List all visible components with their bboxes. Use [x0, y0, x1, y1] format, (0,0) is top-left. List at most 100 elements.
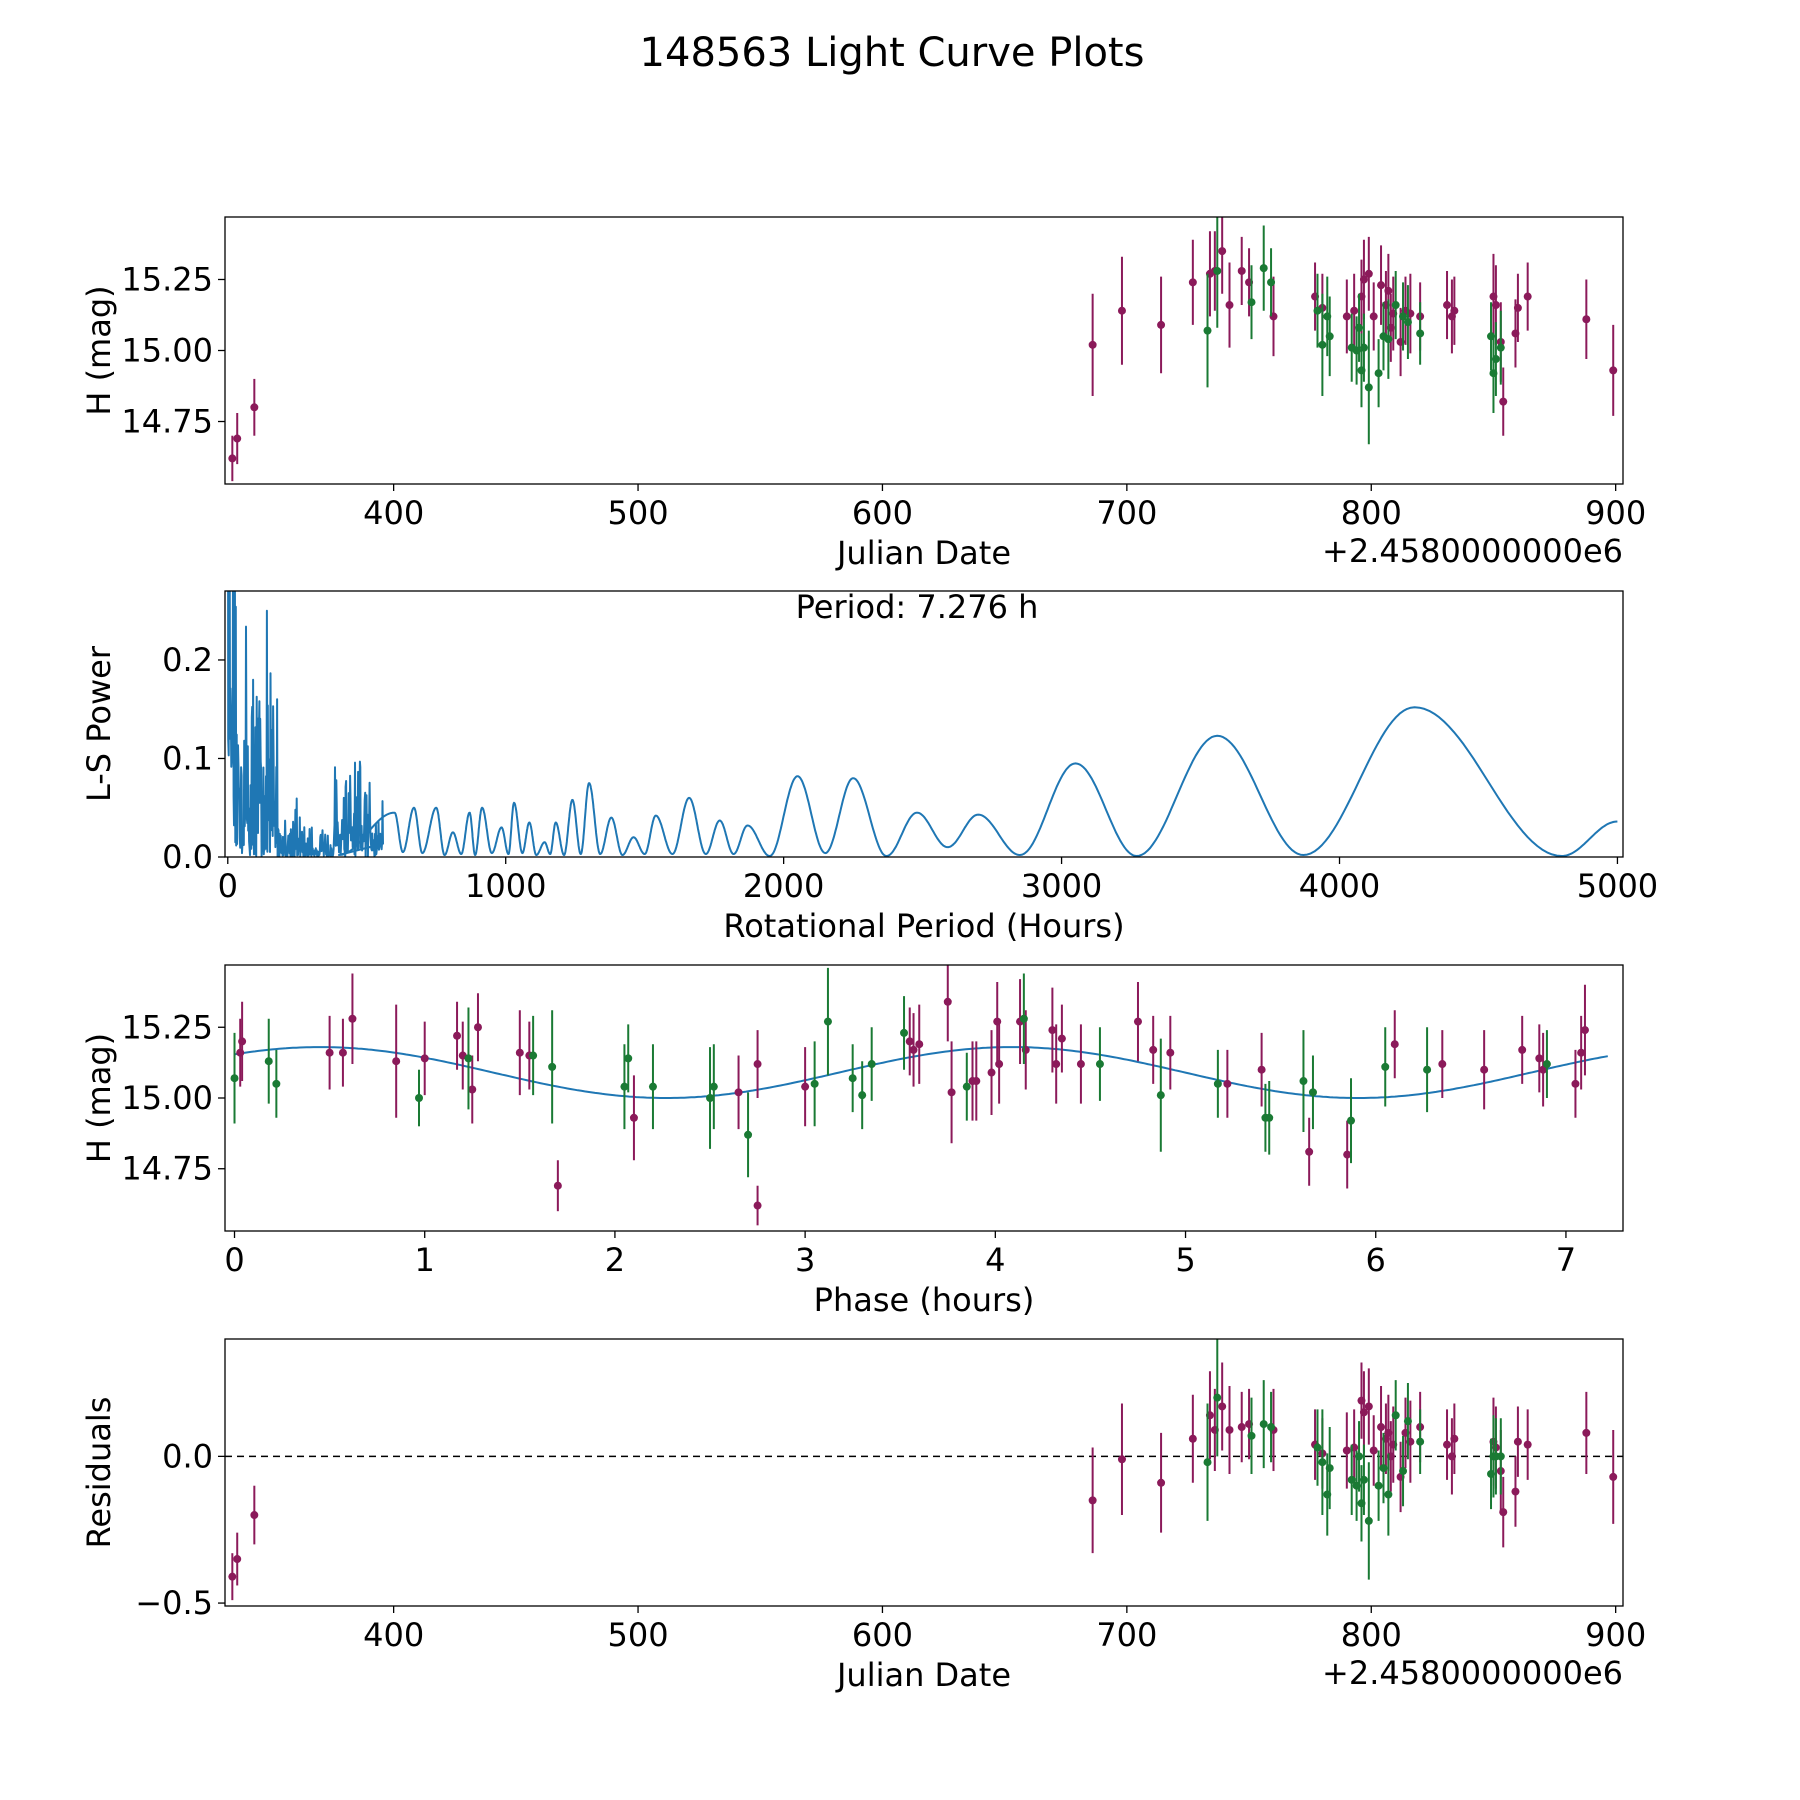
data-point [823, 1017, 832, 1026]
data-point [753, 1201, 762, 1210]
data-point [993, 1017, 1002, 1026]
data-point [995, 1060, 1004, 1069]
data-point [1438, 1060, 1447, 1069]
data-point [858, 1091, 867, 1100]
y-tick-label: 15.00 [121, 1079, 213, 1117]
plot-area [225, 1339, 1623, 1601]
axes-frame [224, 1338, 1624, 1607]
x-tick-label: 0 [224, 1241, 244, 1279]
axes-frame [224, 964, 1624, 1232]
data-point [250, 1511, 259, 1520]
data-point [1571, 1079, 1580, 1088]
data-point [473, 1023, 482, 1032]
axes-frame [224, 590, 1624, 858]
data-point [1518, 1045, 1527, 1054]
series-purple [228, 1362, 1618, 1601]
data-point [464, 1054, 473, 1063]
data-point [753, 1060, 762, 1069]
x-axis-label: Rotational Period (Hours) [723, 907, 1124, 945]
data-point [1491, 355, 1500, 364]
data-point [1313, 1443, 1322, 1452]
x-tick-label: 0 [218, 867, 238, 905]
series-green [1203, 1339, 1505, 1580]
data-point [1259, 1420, 1268, 1429]
ls-power-line [227, 591, 1618, 857]
data-point [1403, 1417, 1412, 1426]
y-tick-label: 14.75 [121, 403, 213, 441]
data-point [1213, 1079, 1222, 1088]
y-axis-label: H (mag) [80, 285, 118, 415]
data-point [987, 1068, 996, 1077]
x-tick-label: 2000 [743, 867, 824, 905]
y-tick-label: 15.00 [121, 332, 213, 370]
series-green [1203, 217, 1505, 445]
y-axis-label: H (mag) [80, 1033, 118, 1163]
data-point [1203, 1458, 1212, 1467]
data-point [1157, 1478, 1166, 1487]
data-point [1391, 301, 1400, 310]
data-point [264, 1057, 273, 1066]
data-point [1609, 1472, 1618, 1481]
x-tick-label: 600 [852, 1616, 913, 1654]
data-point [1523, 292, 1532, 301]
data-point [1057, 1034, 1066, 1043]
x-tick-label: 7 [1556, 1241, 1576, 1279]
series-purple [236, 965, 1589, 1226]
data-point [250, 403, 259, 412]
data-point [1117, 306, 1126, 315]
data-point [1496, 1452, 1505, 1461]
data-point [453, 1031, 462, 1040]
data-point [848, 1074, 857, 1083]
data-point [1499, 397, 1508, 406]
data-point [1305, 1147, 1314, 1156]
y-tick-label: 0.2 [162, 641, 213, 679]
y-tick-label: 0.1 [162, 739, 213, 777]
data-point [233, 1555, 242, 1564]
data-point [468, 1085, 477, 1094]
data-point [624, 1054, 633, 1063]
data-point [900, 1028, 909, 1037]
data-point [1265, 1113, 1274, 1122]
y-axis-label: Residuals [80, 1397, 118, 1549]
data-point [1390, 1040, 1399, 1049]
data-point [1364, 269, 1373, 278]
data-point [1052, 1060, 1061, 1069]
x-tick-label: 900 [1585, 494, 1646, 532]
data-point [1117, 1455, 1126, 1464]
x-tick-label: 5 [1175, 1241, 1195, 1279]
data-point [1369, 312, 1378, 321]
data-point [1133, 1017, 1142, 1026]
data-point [553, 1181, 562, 1190]
data-point [1513, 1437, 1522, 1446]
data-point [972, 1077, 981, 1086]
data-point [1379, 1464, 1388, 1473]
data-point [1342, 312, 1351, 321]
data-point [1325, 332, 1334, 341]
data-point [1237, 1423, 1246, 1432]
data-point [1225, 1425, 1234, 1434]
x-tick-label: 3 [795, 1241, 815, 1279]
data-point [810, 1079, 819, 1088]
data-point [1582, 315, 1591, 324]
data-point [1491, 301, 1500, 310]
data-point [1259, 264, 1268, 273]
data-point [1166, 1048, 1175, 1057]
data-point [529, 1051, 538, 1060]
data-point [1499, 1508, 1508, 1517]
data-point [1364, 1516, 1373, 1525]
x-tick-label: 600 [852, 494, 913, 532]
data-point [1095, 1060, 1104, 1069]
data-point [515, 1048, 524, 1057]
data-point [338, 1048, 347, 1057]
data-point [1088, 340, 1097, 349]
data-point [1399, 312, 1408, 321]
data-point [1374, 369, 1383, 378]
data-point [909, 1045, 918, 1054]
x-axis-label: Julian Date [835, 1656, 1011, 1694]
data-point [1577, 1048, 1586, 1057]
sinusoid-fit-line [234, 1046, 1608, 1099]
data-point [325, 1048, 334, 1057]
data-point [1399, 1467, 1408, 1476]
x-tick-label: 900 [1585, 1616, 1646, 1654]
